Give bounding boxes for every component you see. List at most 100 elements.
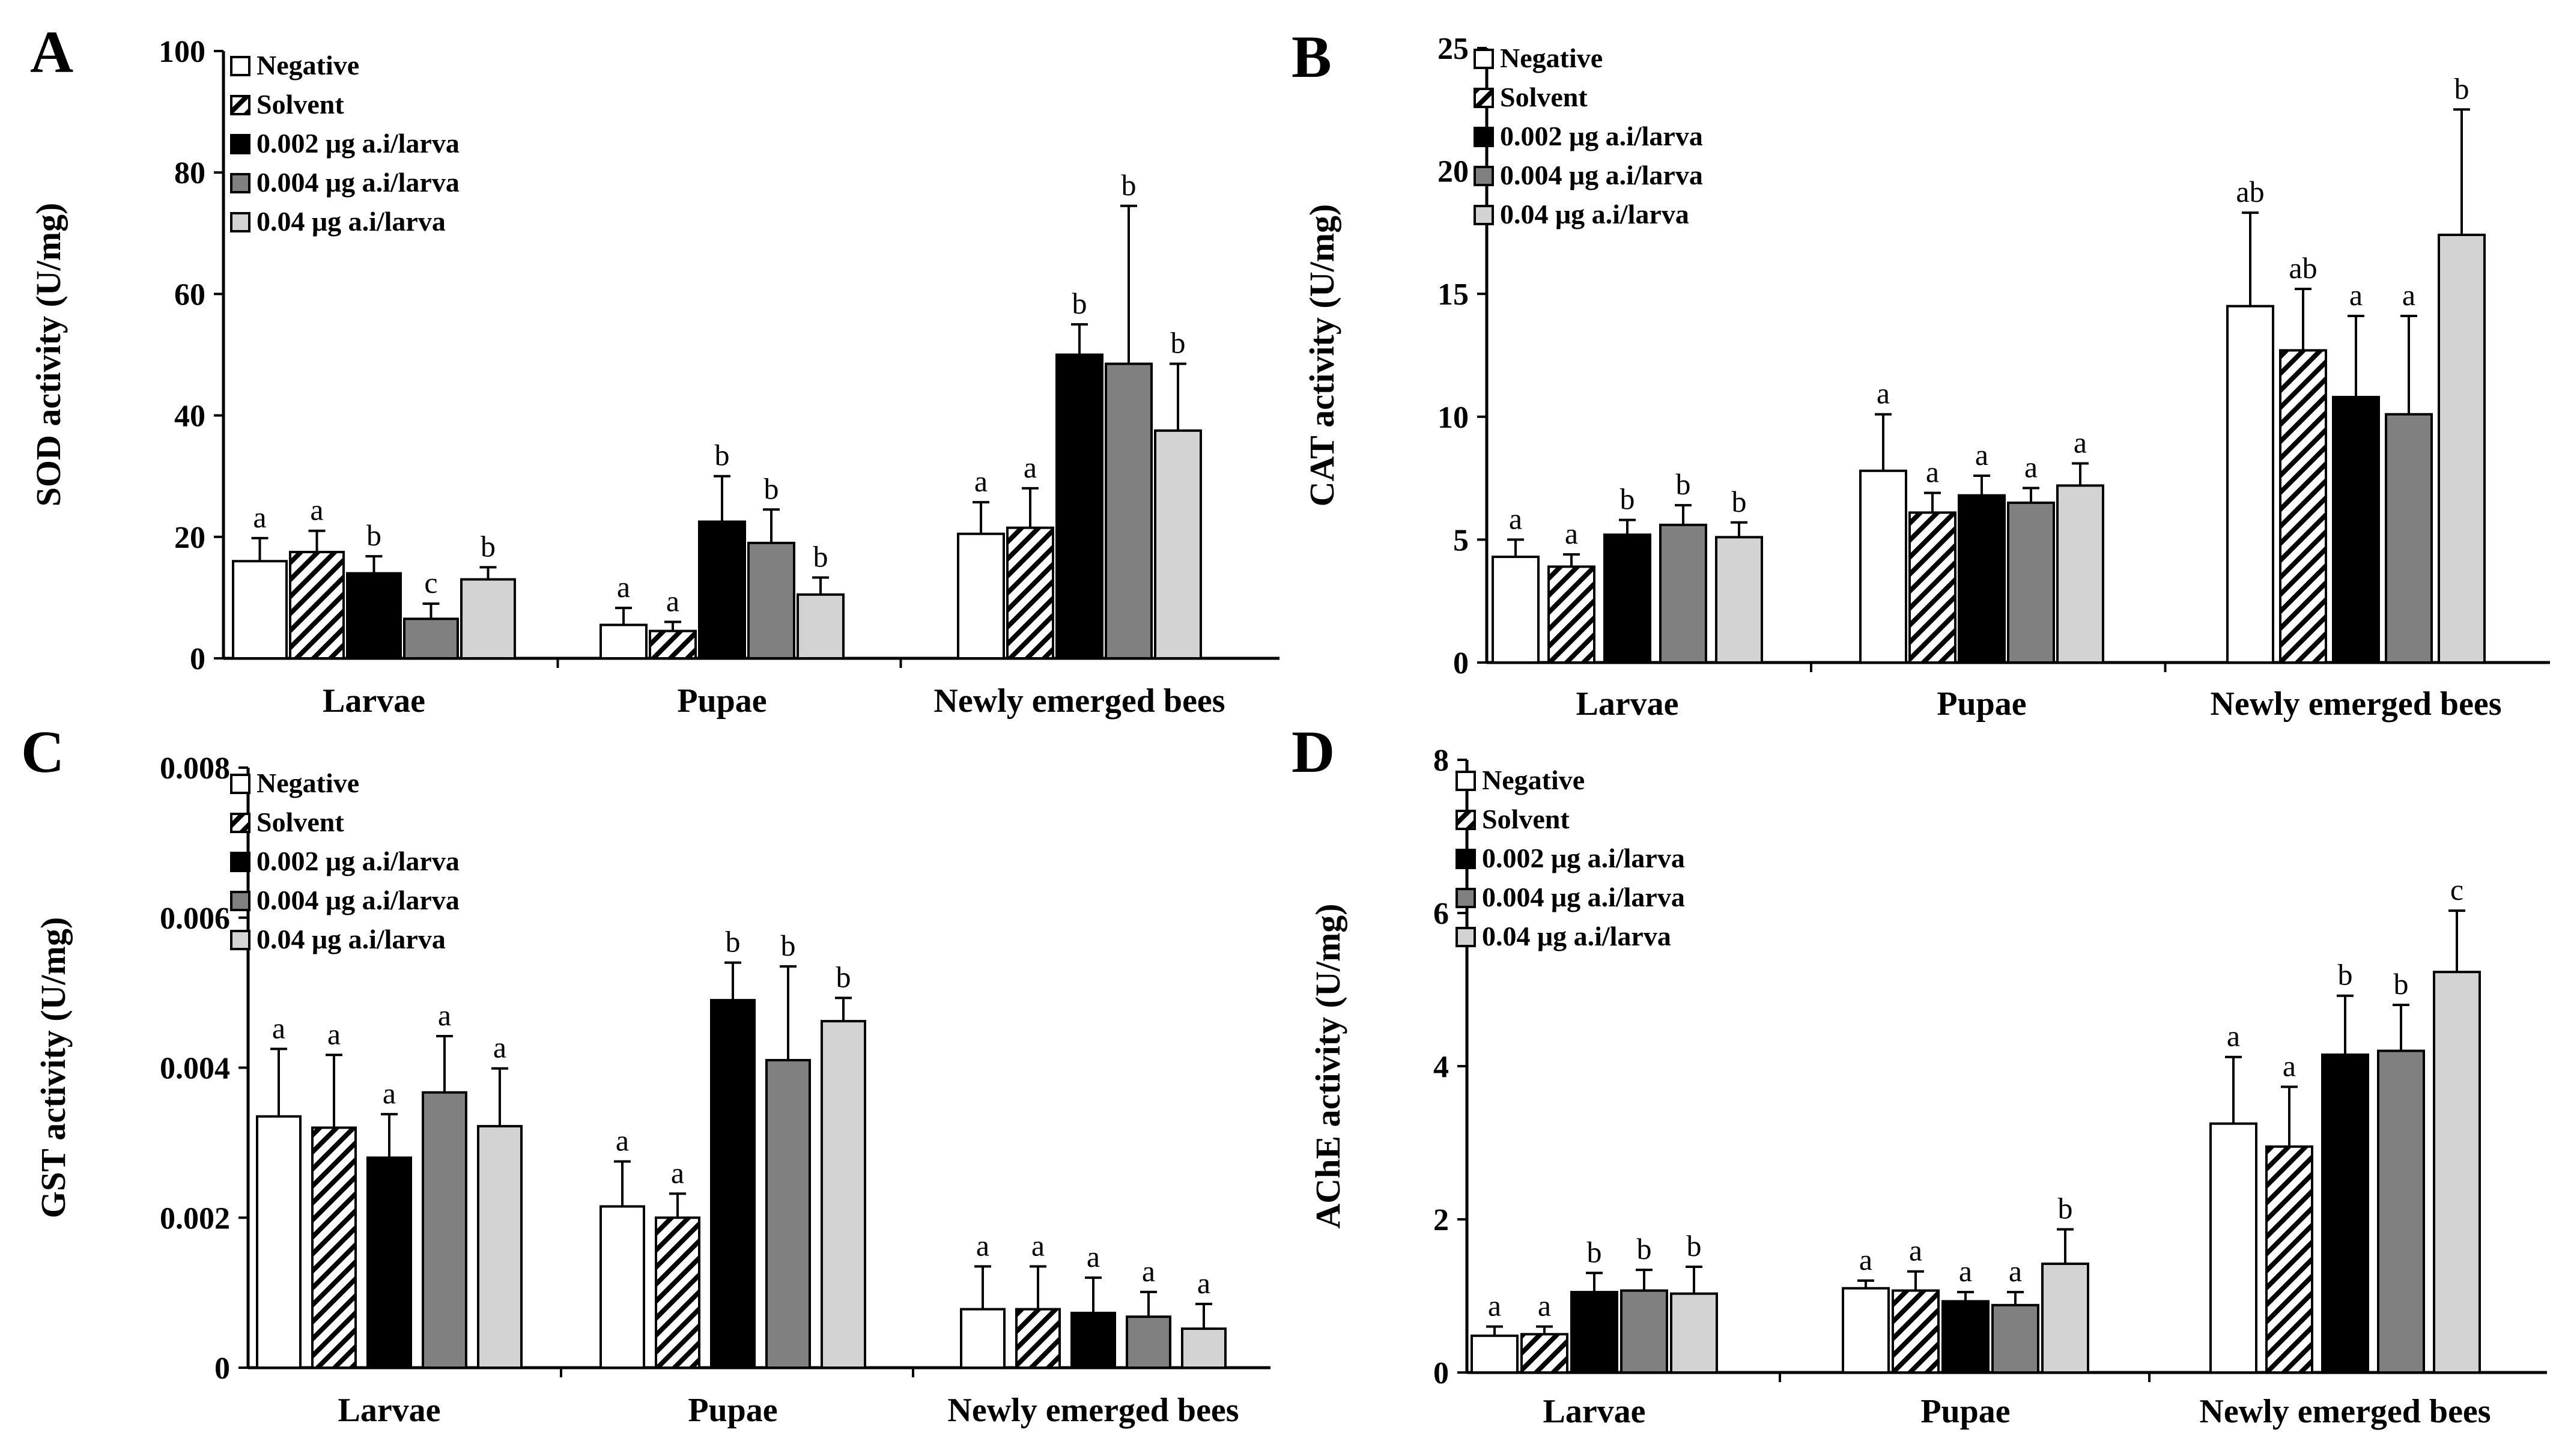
bar xyxy=(821,1020,866,1369)
significance-letter: a xyxy=(616,1124,629,1157)
bar xyxy=(1154,429,1202,660)
legend-label: 0.04 μg a.i/larva xyxy=(256,206,446,237)
legend-swatch xyxy=(230,891,250,911)
significance-letter: b xyxy=(1587,1235,1602,1269)
bar xyxy=(1547,565,1595,664)
legend-label: Solvent xyxy=(1500,82,1588,112)
significance-letter: b xyxy=(481,529,496,563)
bar xyxy=(797,593,845,660)
legend-swatch xyxy=(230,212,250,232)
legend-swatch xyxy=(1474,49,1494,69)
bar xyxy=(600,623,648,660)
significance-letter: c xyxy=(2450,873,2463,906)
y-tick-label: 20 xyxy=(174,521,205,555)
bar xyxy=(2007,502,2055,664)
panel-letter: C xyxy=(21,718,64,785)
bar xyxy=(2433,971,2481,1374)
legend-swatch xyxy=(230,56,250,76)
bar xyxy=(1570,1291,1618,1374)
significance-letter: b xyxy=(764,472,779,505)
x-category-label: Newly emerged bees xyxy=(2210,685,2501,723)
significance-letter: a xyxy=(327,1017,341,1051)
significance-letter: b xyxy=(1620,482,1635,516)
bar xyxy=(2321,1053,2369,1374)
bar xyxy=(1842,1287,1890,1374)
bar xyxy=(2385,413,2433,664)
significance-letter: b xyxy=(366,518,381,552)
significance-letter: a xyxy=(438,998,451,1032)
bar xyxy=(957,532,1005,660)
significance-letter: b xyxy=(813,540,828,574)
legend-label: Negative xyxy=(1482,765,1585,795)
bar xyxy=(2226,305,2274,664)
bar xyxy=(1492,556,1540,664)
y-tick-label: 8 xyxy=(1433,744,1449,778)
legend-swatch xyxy=(1456,810,1476,830)
bar xyxy=(2265,1145,2313,1374)
legend-swatch xyxy=(230,134,250,154)
y-tick-label: 15 xyxy=(1437,278,1469,312)
legend-swatch xyxy=(230,95,250,115)
panel-letter: B xyxy=(1292,23,1332,90)
significance-letter: b xyxy=(1732,485,1747,518)
bar xyxy=(1670,1292,1718,1374)
significance-letter: a xyxy=(671,1156,684,1189)
bar xyxy=(655,1216,700,1369)
bar xyxy=(1941,1300,1990,1374)
legend-label: 0.04 μg a.i/larva xyxy=(1500,199,1689,229)
significance-letter: a xyxy=(253,500,266,534)
significance-letter: a xyxy=(2283,1049,2296,1082)
bar xyxy=(1958,494,2006,664)
x-category-label: Larvae xyxy=(1543,1393,1645,1430)
x-category-label: Pupae xyxy=(677,682,766,720)
y-tick-label: 60 xyxy=(174,278,205,312)
significance-letter: a xyxy=(2349,278,2363,312)
bar xyxy=(747,541,795,660)
significance-letter: a xyxy=(1031,1228,1045,1262)
x-category-label: Pupae xyxy=(688,1392,777,1429)
panel-letter: A xyxy=(30,19,73,85)
bar xyxy=(289,551,345,660)
legend-label: 0.04 μg a.i/larva xyxy=(1482,921,1671,951)
y-tick-label: 0.006 xyxy=(160,902,230,936)
significance-letter: c xyxy=(424,566,437,599)
significance-letter: a xyxy=(1859,1243,1872,1276)
significance-letter: b xyxy=(1171,326,1186,360)
legend-label: 0.04 μg a.i/larva xyxy=(256,924,446,954)
panel-A: A 0 20 40 60 80 100 SOD activity (U/mg) Larvae Pu… xyxy=(29,19,1279,720)
significance-letter: b xyxy=(2454,71,2469,105)
bar xyxy=(1105,362,1153,660)
significance-letter: a xyxy=(1959,1254,1972,1288)
panel-B: B 0 5 10 15 20 25 CAT activity (U/mg) Larvae Pupa… xyxy=(1292,23,2550,723)
significance-letter: a xyxy=(493,1031,506,1064)
legend-label: 0.004 μg a.i/larva xyxy=(256,885,460,915)
bar xyxy=(232,560,288,660)
legend-swatch xyxy=(1456,771,1476,791)
y-tick-label: 0 xyxy=(214,1351,230,1386)
bar xyxy=(649,629,697,660)
significance-letter: a xyxy=(976,1228,989,1262)
legend-swatch xyxy=(230,930,250,950)
bar xyxy=(1892,1289,1940,1374)
y-tick-label: 5 xyxy=(1453,523,1469,557)
bar xyxy=(1620,1289,1668,1374)
bar xyxy=(366,1156,412,1369)
significance-letter: b xyxy=(1676,467,1691,501)
significance-letter: a xyxy=(1926,455,1939,489)
y-axis-label: CAT activity (U/mg) xyxy=(1302,204,1341,507)
significance-letter: b xyxy=(2338,958,2353,992)
y-tick-label: 0 xyxy=(190,642,205,676)
legend-label: Negative xyxy=(256,50,359,80)
significance-letter: a xyxy=(310,493,323,527)
bar xyxy=(765,1059,811,1369)
y-tick-label: 4 xyxy=(1433,1050,1449,1084)
significance-letter: a xyxy=(1538,1289,1551,1323)
bar xyxy=(1006,526,1054,660)
x-category-label: Newly emerged bees xyxy=(933,682,1225,720)
significance-letter: ab xyxy=(2236,175,2264,208)
y-axis-label: SOD activity (U/mg) xyxy=(29,203,68,507)
significance-letter: b xyxy=(726,925,741,959)
y-tick-label: 2 xyxy=(1433,1203,1449,1237)
y-tick-label: 6 xyxy=(1433,897,1449,931)
bar xyxy=(960,1308,1006,1369)
